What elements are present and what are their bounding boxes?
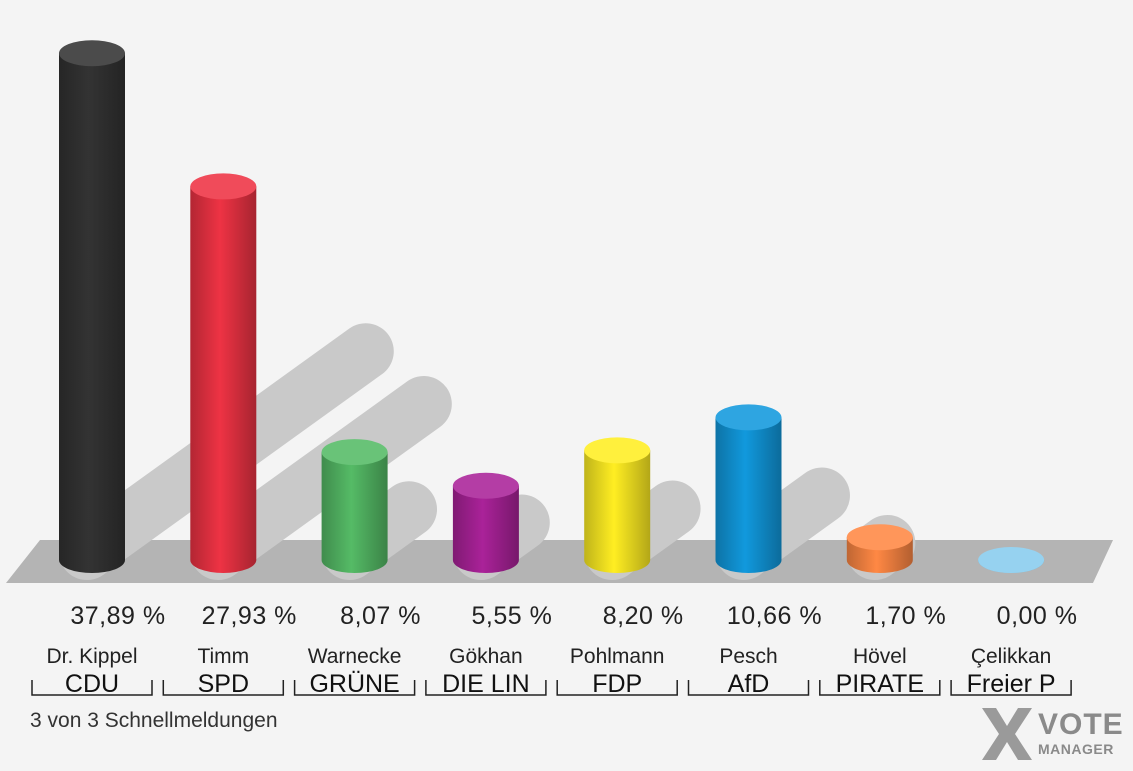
party-label: Freier P: [967, 670, 1056, 698]
value-label: 8,20 %: [603, 602, 684, 630]
party-label: SPD: [198, 670, 249, 698]
bar: [452, 485, 519, 573]
bar-top: [715, 404, 782, 431]
party-bracket: [162, 680, 285, 696]
bar: [321, 452, 388, 573]
candidate-label: Hövel: [853, 645, 907, 668]
party-bracket: [950, 680, 1072, 696]
party-label: CDU: [65, 670, 119, 698]
bar: [584, 450, 651, 573]
logo-x-icon: [982, 708, 1032, 760]
candidate-label: Gökhan: [449, 645, 523, 668]
party-label: GRÜNE: [309, 670, 399, 698]
bar: [59, 53, 125, 573]
value-label: 10,66 %: [727, 602, 822, 630]
candidate-label: Çelikkan: [971, 645, 1052, 668]
party-bracket: [425, 680, 547, 696]
bars-group: [59, 40, 1045, 573]
chart-floor: [6, 540, 1113, 583]
party-label: FDP: [592, 670, 642, 698]
logo-vote-text: VOTE: [1038, 708, 1124, 741]
candidate-label: Timm: [197, 645, 249, 668]
bar-top: [59, 40, 125, 67]
footer-note: 3 von 3 Schnellmeldungen: [30, 709, 278, 732]
bar-top: [978, 547, 1045, 573]
bar-top: [190, 173, 257, 200]
value-label: 1,70 %: [865, 602, 946, 630]
party-label: AfD: [728, 670, 770, 698]
bar: [715, 417, 782, 573]
bar-top: [584, 437, 651, 464]
party-bracket: [293, 680, 416, 696]
logo-manager-text: MANAGER: [1038, 741, 1114, 757]
party-bracket: [687, 680, 810, 696]
candidate-label: Warnecke: [308, 645, 402, 668]
value-label: 5,55 %: [471, 602, 552, 630]
bar-top: [321, 439, 388, 466]
value-label: 8,07 %: [340, 602, 421, 630]
party-label: PIRATE: [836, 670, 924, 698]
party-bracket: [556, 680, 678, 696]
bar-top: [846, 524, 913, 551]
bar: [190, 186, 257, 573]
value-label: 37,89 %: [70, 602, 165, 630]
party-bracket: [31, 680, 153, 696]
value-label: 27,93 %: [202, 602, 297, 630]
party-label: DIE LIN: [442, 670, 530, 698]
bar-top: [452, 472, 519, 499]
candidate-label: Pesch: [719, 645, 777, 668]
candidate-label: Dr. Kippel: [46, 645, 137, 668]
vote-manager-logo: VOTE MANAGER: [978, 704, 1123, 764]
value-label: 0,00 %: [997, 602, 1078, 630]
party-bracket: [819, 680, 941, 696]
candidate-label: Pohlmann: [570, 645, 665, 668]
